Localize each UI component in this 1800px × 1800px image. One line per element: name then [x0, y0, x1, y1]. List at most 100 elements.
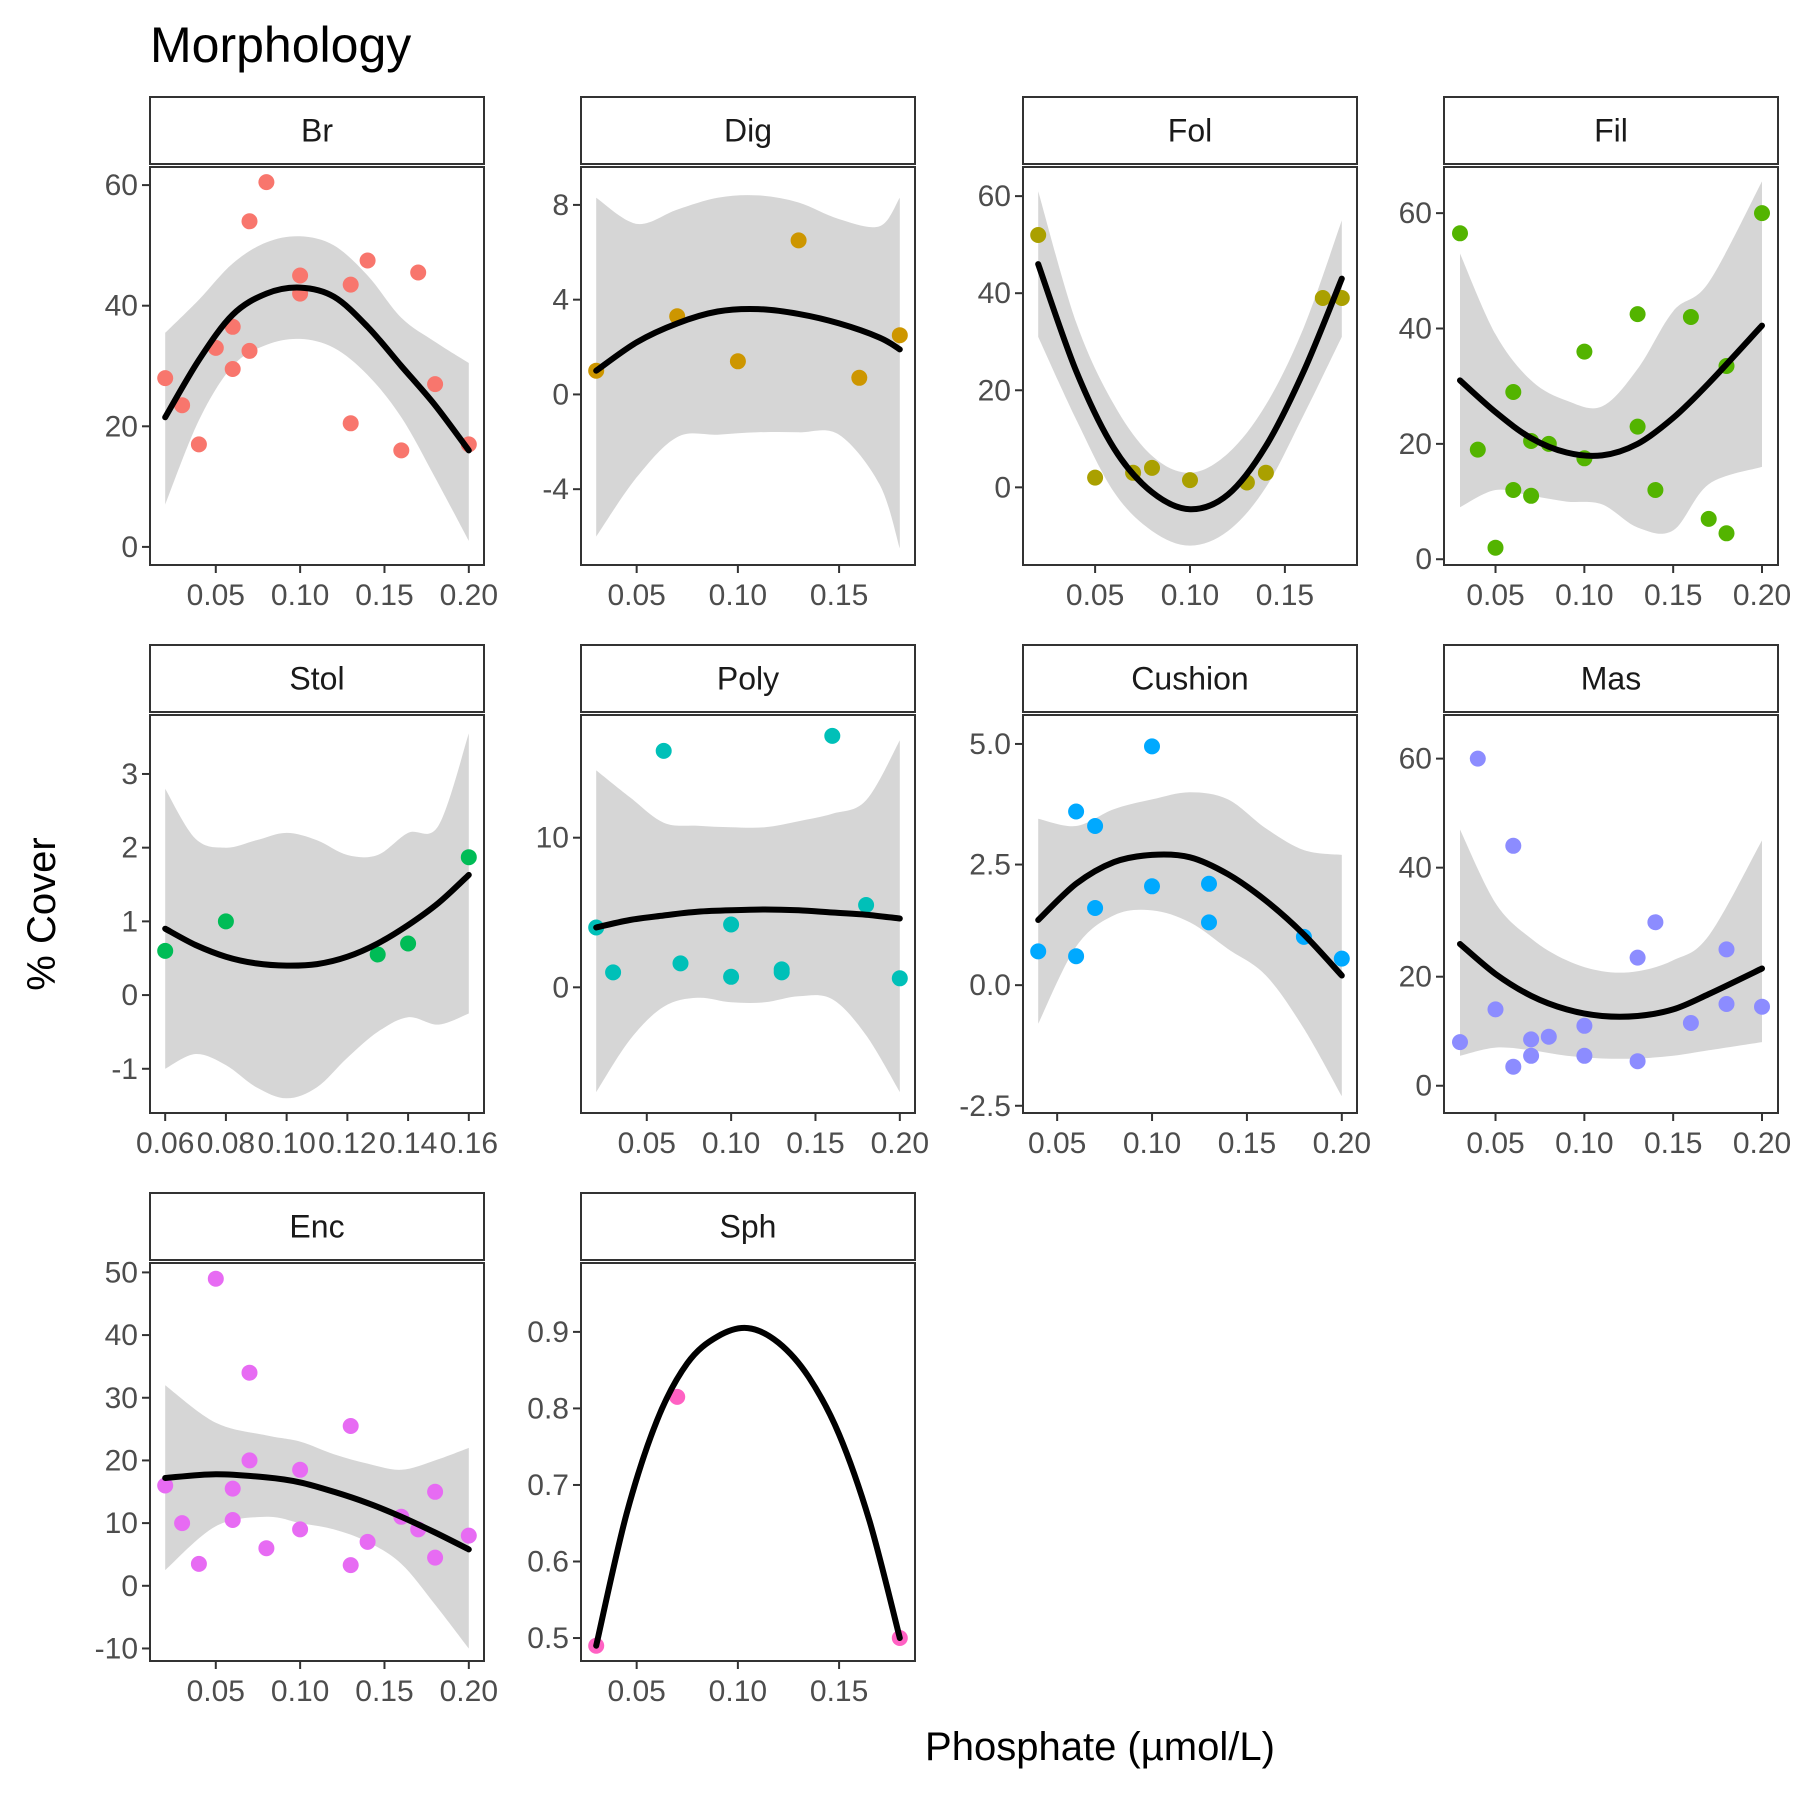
x-tick-label: 0.15: [355, 1675, 413, 1708]
y-tick-label: 40: [105, 1319, 138, 1352]
panel-background: [1023, 715, 1357, 1113]
data-point: [1068, 948, 1085, 965]
data-point: [729, 353, 746, 370]
panel-border: [580, 714, 916, 1114]
data-point: [1576, 343, 1593, 360]
facet-strip-sph: [580, 1192, 916, 1261]
confidence-band: [596, 740, 900, 1093]
x-tick-label: 0.05: [1066, 579, 1124, 612]
panel-plot-area: [157, 174, 477, 541]
x-tick-label: 0.05: [187, 579, 245, 612]
data-point: [1333, 950, 1350, 967]
facet-strip-fil: [1443, 96, 1779, 165]
x-tick-label: 0.10: [1555, 1127, 1613, 1160]
y-tick-label: 0: [121, 531, 138, 564]
y-tick-label: 10: [105, 1507, 138, 1540]
y-tick-label: 2: [121, 832, 138, 865]
y-tick-label: 0: [994, 471, 1011, 504]
data-point: [157, 942, 174, 959]
panel-border: [1443, 166, 1779, 566]
data-point: [1629, 306, 1646, 323]
data-point: [292, 267, 309, 284]
facet-strip-mas: [1443, 644, 1779, 713]
data-point: [241, 1364, 258, 1381]
data-point: [1505, 482, 1522, 498]
y-tick-label: 20: [978, 374, 1011, 407]
fit-line: [1457, 322, 1765, 459]
y-tick-label: 0: [121, 1570, 138, 1603]
data-point: [190, 436, 207, 453]
data-point: [174, 1515, 191, 1532]
panel-border: [149, 1262, 485, 1662]
confidence-band: [165, 236, 469, 541]
y-tick-label: 60: [105, 169, 138, 202]
panel-plot-area: [1452, 750, 1770, 1075]
data-point: [1505, 1058, 1522, 1075]
x-tick-label: 0.10: [257, 1127, 315, 1160]
data-point: [258, 1540, 275, 1557]
data-point: [1087, 900, 1104, 916]
data-point: [655, 742, 672, 759]
x-tick-label: 0.10: [1123, 1127, 1181, 1160]
data-point: [1754, 998, 1770, 1015]
data-point: [369, 946, 386, 963]
data-point: [1487, 539, 1504, 556]
x-tick-label: 0.15: [1644, 579, 1702, 612]
data-point: [217, 913, 234, 930]
facet-panel-mas: Mas 0 20 40 60 0.05 0.10 0.15 0.20: [1399, 644, 1791, 1160]
data-point: [1487, 1001, 1504, 1018]
data-point: [1144, 878, 1160, 895]
data-point: [1647, 482, 1664, 498]
fit-line: [162, 284, 472, 454]
fit-line: [593, 1324, 903, 1649]
facet-label-stol: Stol: [289, 661, 344, 697]
data-point: [858, 897, 875, 913]
data-point: [1068, 803, 1085, 820]
data-point: [1682, 1015, 1699, 1031]
data-point: [1087, 469, 1104, 486]
data-point: [1144, 459, 1160, 476]
y-tick-label: 2.5: [969, 849, 1011, 882]
y-tick-label: 0.7: [527, 1469, 569, 1502]
facet-strip-poly: [580, 644, 916, 713]
panel-border: [1443, 714, 1779, 1114]
y-tick-label: 50: [105, 1256, 138, 1289]
panel-plot-area: [157, 733, 477, 1099]
y-tick-label: 0: [552, 971, 569, 1004]
y-tick-label: 0: [552, 378, 569, 411]
data-point: [190, 1555, 207, 1572]
data-point: [342, 276, 359, 293]
data-point: [157, 370, 174, 387]
data-point: [1201, 875, 1217, 892]
data-point: [605, 964, 622, 981]
data-point: [224, 1512, 241, 1528]
data-point: [1629, 1053, 1646, 1070]
facet-strip-br: [149, 96, 485, 165]
y-axis-title: % Cover: [20, 837, 64, 990]
data-point: [891, 327, 908, 344]
data-point: [393, 442, 410, 459]
y-tick-label: 0: [1415, 1070, 1432, 1103]
fit-line: [1035, 261, 1345, 513]
data-point: [1087, 818, 1104, 834]
x-tick-label: 0.14: [379, 1127, 437, 1160]
data-point: [1523, 1031, 1540, 1048]
y-tick-label: 20: [1399, 961, 1432, 994]
data-point: [1314, 290, 1331, 306]
data-point: [460, 849, 477, 866]
x-tick-label: 0.08: [197, 1127, 255, 1160]
panel-plot-area: [1030, 738, 1350, 1097]
x-tick-label: 0.20: [1313, 1127, 1371, 1160]
fit-line: [593, 305, 903, 374]
x-tick-label: 0.10: [709, 579, 767, 612]
data-point: [1182, 472, 1198, 489]
facet-strip-dig: [580, 96, 916, 165]
x-tick-label: 0.10: [709, 1675, 767, 1708]
data-point: [207, 1270, 224, 1287]
facet-panel-br: Br 0 20 40 60 0.05 0.10 0.15 0.20: [105, 96, 498, 612]
data-point: [1030, 227, 1047, 243]
facet-panel-enc: Enc -10 0 10 20 30 40 50 0.05 0.10 0.15 0.20: [95, 1192, 498, 1708]
confidence-band: [596, 195, 900, 549]
y-tick-label: 60: [1399, 197, 1432, 230]
x-tick-label: 0.05: [618, 1127, 676, 1160]
